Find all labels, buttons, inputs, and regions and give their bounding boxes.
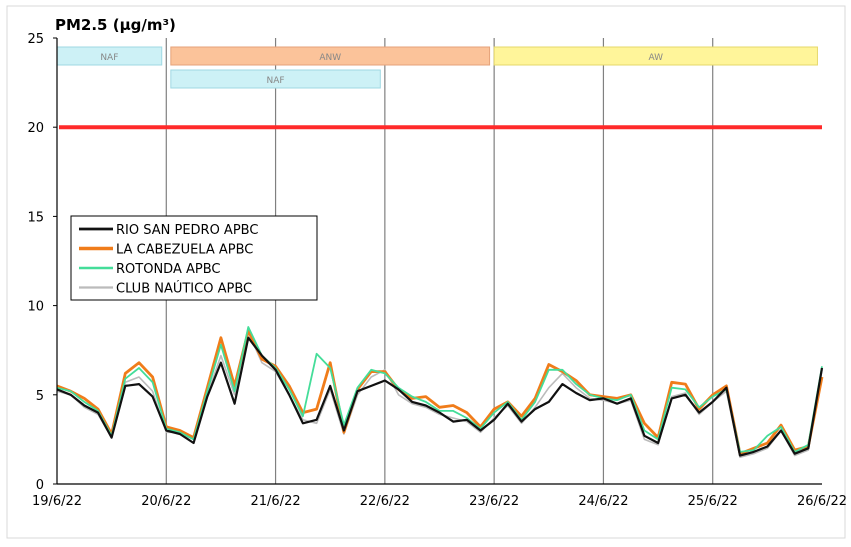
y-tick-label: 10 xyxy=(27,300,44,315)
series-line xyxy=(56,326,823,453)
episode-label: ANW xyxy=(319,53,341,63)
y-tick-label: 15 xyxy=(27,210,44,225)
legend-label: ROTONDA APBC xyxy=(116,262,220,277)
legend-label: RIO SAN PEDRO APBC xyxy=(116,223,258,238)
episode-label: NAF xyxy=(267,76,285,86)
x-tick-label: 23/6/22 xyxy=(469,494,519,509)
x-tick-label: 25/6/22 xyxy=(688,494,738,509)
x-tick-label: 19/6/22 xyxy=(32,494,82,509)
chart-title: PM2.5 (µg/m³) xyxy=(55,16,176,34)
episode-label: NAF xyxy=(100,53,118,63)
episode-bar xyxy=(170,46,491,66)
series-lines xyxy=(56,326,824,458)
grid-lines xyxy=(165,38,714,484)
x-tick-label: 26/6/22 xyxy=(797,494,847,509)
x-tick-label: 20/6/22 xyxy=(141,494,191,509)
y-tick-label: 5 xyxy=(36,389,44,404)
legend-label: LA CABEZUELA APBC xyxy=(116,243,253,258)
legend: RIO SAN PEDRO APBC LA CABEZUELA APBC ROTON… xyxy=(70,215,318,301)
episode-bars: NAF ANW NAF AW xyxy=(56,46,818,89)
x-tick-label: 22/6/22 xyxy=(360,494,410,509)
episode-bar xyxy=(493,46,818,66)
x-tick-label: 21/6/22 xyxy=(251,494,301,509)
y-tick-label: 25 xyxy=(27,32,44,47)
x-tick-label: 24/6/22 xyxy=(578,494,628,509)
y-tick-label: 20 xyxy=(27,121,44,136)
series-line xyxy=(56,336,824,457)
episode-label: AW xyxy=(649,53,664,63)
episode-bar xyxy=(170,69,381,89)
y-tick-label: 0 xyxy=(36,478,44,493)
axes: 19/6/22 20/6/22 21/6/22 22/6/22 23/6/22 24/6/… xyxy=(27,32,847,509)
legend-label: CLUB NAÚTICO APBC xyxy=(116,281,252,297)
